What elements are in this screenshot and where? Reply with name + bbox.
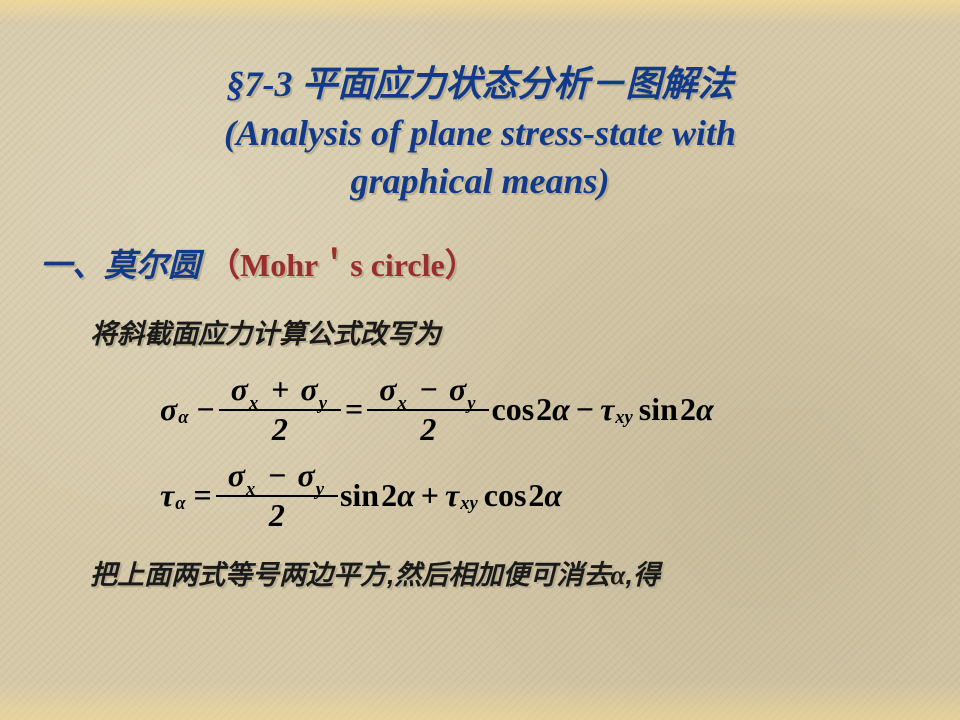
title-line-1: §7-3 平面应力状态分析－图解法 <box>40 60 920 109</box>
section-heading: 一、莫尔圆 （Mohr＇s circle） <box>40 240 920 286</box>
equation-2: τα = σx − σy 2 sin 2α + τxy cos 2α <box>160 457 920 535</box>
title-line-2: (Analysis of plane stress-state with <box>40 109 920 158</box>
section-paren-text: Mohr＇s circle <box>240 247 445 283</box>
section-label-cn: 一、莫尔圆 <box>40 247 200 283</box>
paren-close: ） <box>445 247 477 283</box>
note-alpha: α <box>611 560 626 590</box>
note-part2: ,得 <box>625 560 660 590</box>
title-line-3: graphical means) <box>40 157 920 206</box>
note-part1: 把上面两式等号两边平方,然后相加便可消去 <box>90 560 611 590</box>
slide-content: §7-3 平面应力状态分析－图解法 (Analysis of plane str… <box>0 0 960 592</box>
title-cn: §7-3 平面应力状态分析－图解法 <box>227 64 734 104</box>
frac-diff-2: σx − σy 2 <box>222 459 332 532</box>
paren-open: （ <box>208 247 240 283</box>
closing-note: 把上面两式等号两边平方,然后相加便可消去α,得 <box>90 553 920 592</box>
slide-title: §7-3 平面应力状态分析－图解法 (Analysis of plane str… <box>40 60 920 206</box>
bottom-highlight <box>0 680 960 720</box>
intro-subline: 将斜截面应力计算公式改写为 <box>90 312 920 351</box>
frac-diff-1: σx − σy 2 <box>373 373 483 446</box>
frac-avg: σx + σy 2 <box>225 373 335 446</box>
equation-1: σα − σx + σy 2 = σx − σy 2 cos 2α <box>160 371 920 449</box>
equation-block: σα − σx + σy 2 = σx − σy 2 cos 2α <box>160 371 920 535</box>
